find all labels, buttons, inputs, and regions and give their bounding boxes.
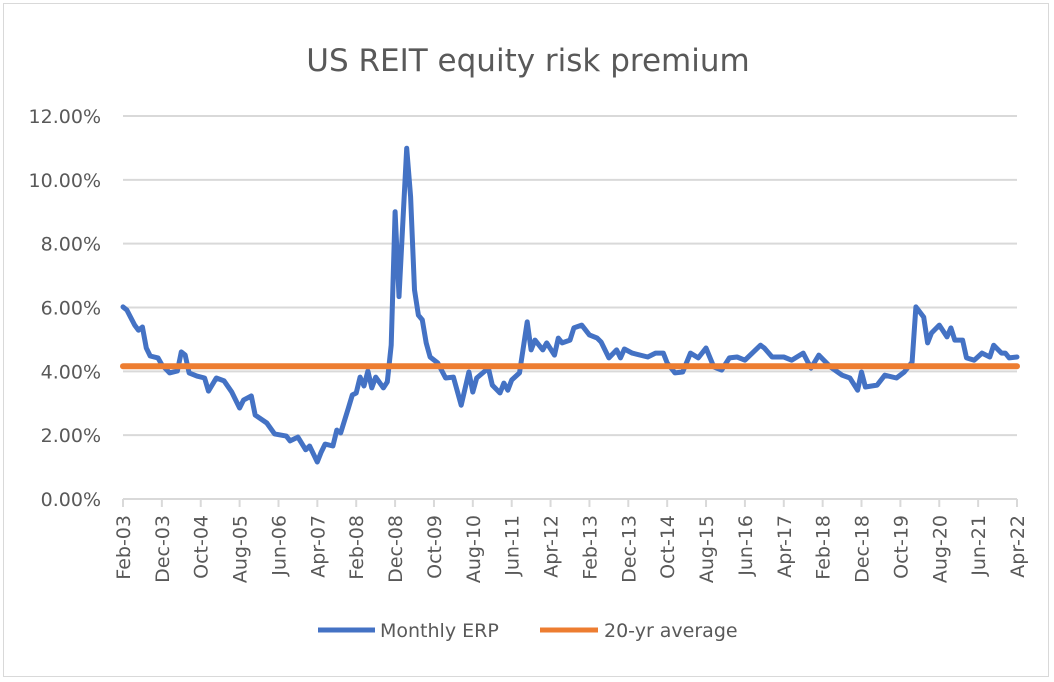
x-tick-label: Apr-12: [541, 515, 563, 578]
x-tick-label: Aug-20: [929, 515, 951, 583]
series-lines: [120, 145, 1020, 465]
x-tick-label: Aug-05: [230, 515, 252, 583]
chart-title: US REIT equity risk premium: [306, 43, 749, 79]
y-tick-label: 2.00%: [41, 425, 101, 447]
legend-label-20yr-average: 20-yr average: [604, 620, 738, 642]
x-tick-label: Apr-17: [774, 515, 796, 578]
x-tick-label: Dec-03: [152, 515, 174, 583]
x-tick-label: Oct-19: [890, 515, 912, 579]
legend-label-monthly-erp: Monthly ERP: [380, 620, 499, 642]
y-tick-label: 0.00%: [41, 489, 101, 511]
x-tick-label: Jun-16: [735, 515, 757, 577]
x-tick-label: Dec-08: [385, 515, 407, 583]
y-tick-label: 12.00%: [29, 106, 101, 128]
x-tick-label: Apr-07: [307, 515, 329, 578]
x-tick-label: Feb-03: [113, 515, 135, 580]
series-line-monthly-erp: [120, 145, 1020, 465]
x-tick-label: Dec-13: [618, 515, 640, 583]
y-tick-label: 8.00%: [41, 234, 101, 256]
x-tick-label: Apr-22: [1007, 515, 1029, 578]
x-tick-label: Oct-04: [191, 515, 213, 579]
x-tick-label: Aug-10: [463, 515, 485, 583]
y-tick-label: 6.00%: [41, 298, 101, 320]
x-tick-label: Oct-09: [424, 515, 446, 579]
x-tick-label: Feb-18: [813, 515, 835, 580]
chart-frame: [3, 3, 1049, 677]
y-axis-ticks: 0.00% 2.00% 4.00% 6.00% 8.00% 10.00% 12.00%: [29, 106, 101, 511]
y-tick-label: 10.00%: [29, 170, 101, 192]
x-tick-label: Feb-13: [579, 515, 601, 580]
y-tick-label: 4.00%: [41, 361, 101, 383]
x-tick-label: Feb-08: [346, 515, 368, 580]
x-tick-label: Oct-14: [657, 515, 679, 579]
x-tick-label: Dec-18: [852, 515, 874, 583]
legend: Monthly ERP 20-yr average: [318, 620, 738, 642]
x-tick-label: Jun-11: [502, 515, 524, 577]
x-axis: Feb-03 Dec-03 Oct-04 Aug-05 Jun-06 Apr-07 Feb-…: [113, 498, 1029, 583]
x-tick-label: Jun-06: [268, 515, 290, 577]
x-tick-label: Jun-21: [968, 515, 990, 577]
gridlines: [123, 115, 1017, 437]
x-tick-label: Aug-15: [696, 515, 718, 583]
